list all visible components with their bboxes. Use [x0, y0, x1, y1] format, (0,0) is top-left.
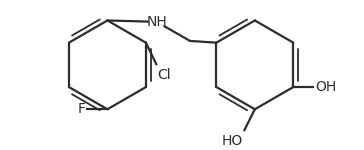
- Text: F: F: [78, 102, 86, 116]
- Text: NH: NH: [146, 15, 167, 29]
- Text: HO: HO: [221, 134, 243, 148]
- Text: OH: OH: [315, 80, 336, 94]
- Text: Cl: Cl: [158, 68, 171, 82]
